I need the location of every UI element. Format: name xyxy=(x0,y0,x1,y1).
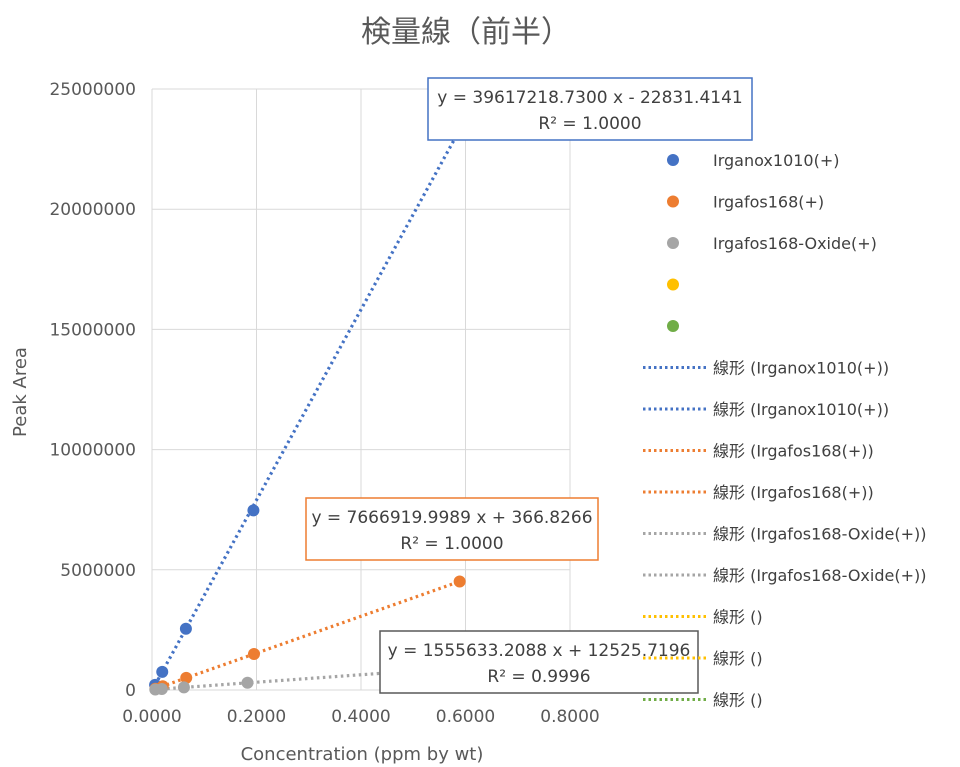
trendline-equation-box-0 xyxy=(427,77,753,141)
data-point-series-0 xyxy=(247,504,260,517)
legend-label: 線形 (Irgafos168(+)) xyxy=(713,483,874,502)
trendline-equation: y = 7666919.9989 x + 366.8266 xyxy=(311,508,592,528)
trendline-equation: y = 1555633.2088 x + 12525.7196 xyxy=(388,641,691,661)
legend-marker xyxy=(667,278,679,291)
trendline-equation-box-1 xyxy=(305,497,599,561)
legend-marker xyxy=(667,237,679,249)
data-point-series-2 xyxy=(177,681,190,694)
trendline-r-squared: R² = 0.9996 xyxy=(487,667,590,687)
legend-label: 線形 () xyxy=(713,649,763,668)
trendlines xyxy=(153,131,461,692)
data-point-series-1 xyxy=(453,575,466,588)
data-point-series-1 xyxy=(180,671,193,684)
legend-label: Irgafos168-Oxide(+) xyxy=(713,234,877,253)
legend-label: 線形 (Irganox1010(+)) xyxy=(713,400,889,419)
data-points xyxy=(149,125,466,696)
legend-marker xyxy=(667,195,679,208)
legend-label: 線形 () xyxy=(713,608,763,627)
y-tick-label: 10000000 xyxy=(49,441,136,461)
legend-label: 線形 (Irganox1010(+)) xyxy=(713,359,889,378)
legend: Irganox1010(+) Irgafos168(+) Irgafos168-Ox… xyxy=(643,151,926,710)
trendline-equations: y = 39617218.7300 x - 22831.4141 R² = 1.0… xyxy=(305,77,753,694)
x-tick-label: 0.6000 xyxy=(436,707,495,727)
grid xyxy=(151,88,571,691)
trendline-series-0 xyxy=(153,131,460,686)
trendline-equation-box-2 xyxy=(379,630,699,694)
y-tick-label: 20000000 xyxy=(49,200,136,220)
x-tick-label: 0.4000 xyxy=(331,707,390,727)
legend-label: Irganox1010(+) xyxy=(713,151,840,170)
trendline-r-squared: R² = 1.0000 xyxy=(400,534,503,554)
y-axis-title: Peak Area xyxy=(10,347,31,437)
x-tick-label: 0.0000 xyxy=(122,707,181,727)
y-tick-label: 0 xyxy=(125,681,136,701)
y-tick-label: 25000000 xyxy=(49,80,136,100)
chart-title: 検量線（前半） xyxy=(361,15,571,50)
y-tick-label: 15000000 xyxy=(49,320,136,340)
tick-labels: 0 5000000 10000000 15000000 20000000 25000000… xyxy=(49,80,599,727)
x-tick-label: 0.8000 xyxy=(540,707,599,727)
trendline-r-squared: R² = 1.0000 xyxy=(538,114,641,134)
data-point-series-1 xyxy=(247,648,260,661)
data-point-series-0 xyxy=(156,665,169,678)
legend-label: 線形 () xyxy=(713,691,763,710)
legend-label: Irgafos168(+) xyxy=(713,193,824,212)
x-tick-label: 0.2000 xyxy=(227,707,286,727)
y-tick-label: 5000000 xyxy=(60,561,136,581)
data-point-series-2 xyxy=(155,682,168,695)
legend-label: 線形 (Irgafos168-Oxide(+)) xyxy=(713,566,926,585)
legend-label: 線形 (Irgafos168-Oxide(+)) xyxy=(713,525,926,544)
data-point-series-0 xyxy=(179,622,192,635)
legend-label: 線形 (Irgafos168(+)) xyxy=(713,442,874,461)
legend-marker xyxy=(667,154,679,166)
trendline-equation: y = 39617218.7300 x - 22831.4141 xyxy=(437,88,742,108)
x-axis-title: Concentration (ppm by wt) xyxy=(241,744,484,765)
legend-marker xyxy=(667,320,679,332)
data-point-series-2 xyxy=(241,676,254,689)
